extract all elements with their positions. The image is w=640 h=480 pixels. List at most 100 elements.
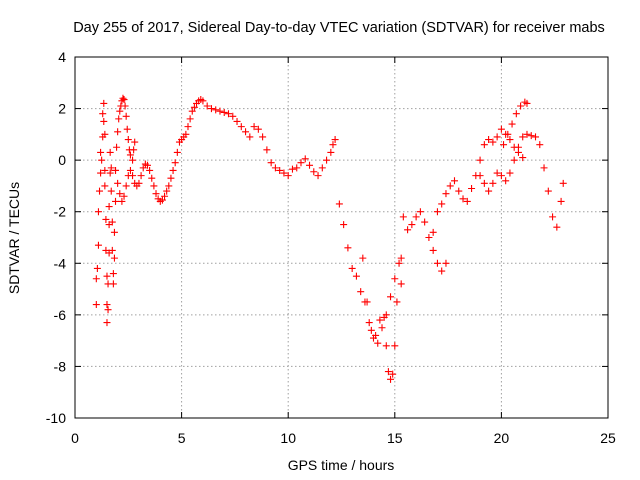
data-point xyxy=(146,166,154,174)
y-tick-label: -2 xyxy=(54,204,67,220)
data-point xyxy=(93,264,101,272)
data-point xyxy=(393,298,401,306)
data-point xyxy=(184,123,192,131)
data-point xyxy=(399,213,407,221)
data-point xyxy=(259,133,267,141)
data-point xyxy=(376,316,384,324)
data-point xyxy=(169,166,177,174)
data-point xyxy=(102,215,110,223)
data-point xyxy=(131,138,139,146)
data-point xyxy=(429,228,437,236)
x-tick-label: 5 xyxy=(178,430,186,446)
data-point xyxy=(397,254,405,262)
data-point xyxy=(107,164,115,172)
data-point xyxy=(340,221,348,229)
y-tick-label: -8 xyxy=(54,358,67,374)
data-point xyxy=(120,192,128,200)
data-point xyxy=(297,159,305,167)
data-point xyxy=(107,187,115,195)
data-point xyxy=(442,259,450,267)
data-point xyxy=(374,339,382,347)
data-point xyxy=(433,208,441,216)
data-point xyxy=(517,102,525,110)
data-point xyxy=(378,324,386,332)
data-point xyxy=(455,187,463,195)
x-tick-label: 0 xyxy=(71,430,79,446)
data-point xyxy=(493,133,501,141)
data-point xyxy=(506,136,514,144)
data-point xyxy=(450,177,458,185)
data-point xyxy=(408,221,416,229)
data-point xyxy=(327,148,335,156)
data-point xyxy=(250,123,258,131)
data-point xyxy=(171,159,179,167)
data-point xyxy=(92,301,100,309)
data-point xyxy=(306,161,314,169)
data-point xyxy=(173,148,181,156)
data-point xyxy=(101,166,109,174)
axis-ticks xyxy=(74,56,609,419)
chart-title: Day 255 of 2017, Sidereal Day-to-day VTE… xyxy=(73,20,605,36)
data-point xyxy=(536,141,544,149)
data-point xyxy=(438,200,446,208)
data-point xyxy=(110,254,118,262)
data-point xyxy=(100,117,108,125)
data-point xyxy=(237,123,245,131)
y-tick-labels: -10 -8 -6 -4 -2 0 2 4 xyxy=(46,49,66,426)
data-point xyxy=(129,172,137,180)
data-point xyxy=(314,172,322,180)
data-point xyxy=(323,156,331,164)
data-point xyxy=(116,190,124,198)
data-point xyxy=(108,218,116,226)
data-point xyxy=(110,228,118,236)
data-point xyxy=(310,168,318,176)
data-point xyxy=(500,141,508,149)
data-point xyxy=(182,130,190,138)
data-point xyxy=(94,241,102,249)
data-point xyxy=(284,172,292,180)
data-point xyxy=(519,154,527,162)
data-point xyxy=(123,125,131,133)
data-point xyxy=(318,164,326,172)
y-tick-label: 0 xyxy=(58,152,66,168)
data-point xyxy=(114,179,122,187)
data-point xyxy=(523,130,531,138)
data-point xyxy=(101,130,109,138)
data-point xyxy=(493,169,501,177)
data-point xyxy=(143,161,151,169)
data-point xyxy=(489,179,497,187)
data-point xyxy=(485,136,493,144)
data-point xyxy=(497,172,505,180)
data-point xyxy=(124,136,132,144)
data-point xyxy=(404,226,412,234)
data-point xyxy=(348,264,356,272)
data-point xyxy=(463,197,471,205)
data-point xyxy=(229,112,237,120)
data-point xyxy=(476,156,484,164)
data-point xyxy=(382,342,390,350)
data-point xyxy=(105,203,113,211)
data-point xyxy=(549,213,557,221)
data-point xyxy=(167,174,175,182)
data-point xyxy=(220,108,228,116)
data-point xyxy=(442,190,450,198)
grid-lines xyxy=(75,57,608,418)
data-point xyxy=(101,182,109,190)
data-point xyxy=(502,177,510,185)
data-point xyxy=(429,246,437,254)
data-point xyxy=(212,106,220,114)
data-point xyxy=(416,208,424,216)
data-point xyxy=(242,128,250,136)
data-point xyxy=(504,130,512,138)
data-point xyxy=(246,133,254,141)
data-point xyxy=(519,133,527,141)
data-point xyxy=(329,141,337,149)
data-point xyxy=(540,164,548,172)
data-point xyxy=(163,187,171,195)
data-point xyxy=(207,105,215,113)
data-point xyxy=(425,234,433,241)
x-tick-label: 15 xyxy=(387,430,403,446)
data-point xyxy=(121,102,129,110)
data-point xyxy=(103,319,111,327)
data-point xyxy=(276,166,284,174)
